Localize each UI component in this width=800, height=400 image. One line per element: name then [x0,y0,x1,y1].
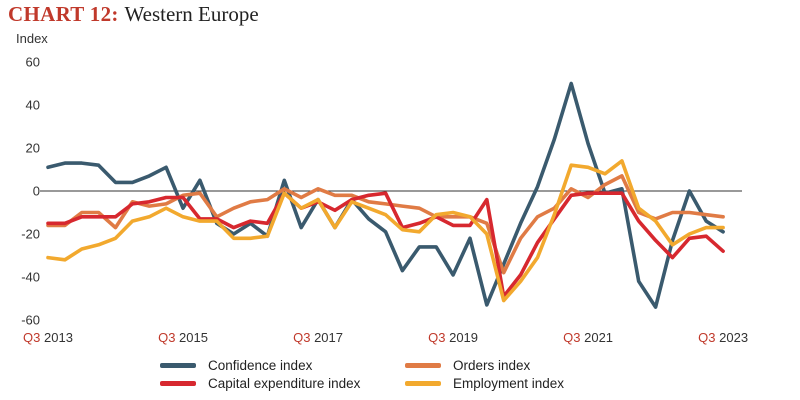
y-tick-label: -60 [21,313,40,328]
x-tick-year: 2023 [719,330,748,345]
x-tick-year: 2013 [44,330,73,345]
x-tick-quarter: Q3 [698,330,719,345]
x-tick-label: Q3 2023 [698,330,748,345]
y-axis-label: Index [16,31,48,46]
legend-swatch-confidence [160,363,196,368]
series-line-employment-index [46,159,725,303]
x-tick-label: Q3 2015 [158,330,208,345]
x-tick-label: Q3 2021 [563,330,613,345]
chart-title-prefix: CHART 12: [8,2,119,26]
y-tick-label: 20 [26,141,40,156]
series-line-capital-expenditure-index [46,191,725,299]
y-tick-label: 60 [26,55,40,70]
series-line-orders-index [46,174,725,275]
x-tick-quarter: Q3 [563,330,584,345]
legend-item-confidence: Confidence index [160,358,312,373]
y-tick-label: -20 [21,227,40,242]
legend-item-orders: Orders index [405,358,530,373]
legend-swatch-capex [160,381,196,386]
chart-title-text: Western Europe [124,2,259,26]
x-tick-label: Q3 2017 [293,330,343,345]
legend-swatch-employment [405,381,441,386]
x-tick-year: 2017 [314,330,343,345]
x-tick-quarter: Q3 [23,330,44,345]
chart-title: CHART 12: Western Europe [8,2,259,27]
x-tick-year: 2021 [584,330,613,345]
legend-item-capex: Capital expenditure index [160,376,360,391]
legend-swatch-orders [405,363,441,368]
x-tick-quarter: Q3 [158,330,179,345]
x-tick-year: 2019 [449,330,478,345]
x-tick-year: 2015 [179,330,208,345]
x-tick-label: Q3 2019 [428,330,478,345]
chart-legend: Confidence index Orders index Capital ex… [160,356,780,400]
x-tick-quarter: Q3 [428,330,449,345]
legend-label-employment: Employment index [453,376,565,391]
y-tick-label: 0 [33,184,40,199]
y-tick-label: -40 [21,270,40,285]
x-tick-quarter: Q3 [293,330,314,345]
y-tick-label: 40 [26,98,40,113]
legend-label-orders: Orders index [453,358,531,373]
legend-label-capex: Capital expenditure index [208,376,361,391]
legend-item-employment: Employment index [405,376,564,391]
legend-label-confidence: Confidence index [208,358,313,373]
x-tick-label: Q3 2013 [23,330,73,345]
